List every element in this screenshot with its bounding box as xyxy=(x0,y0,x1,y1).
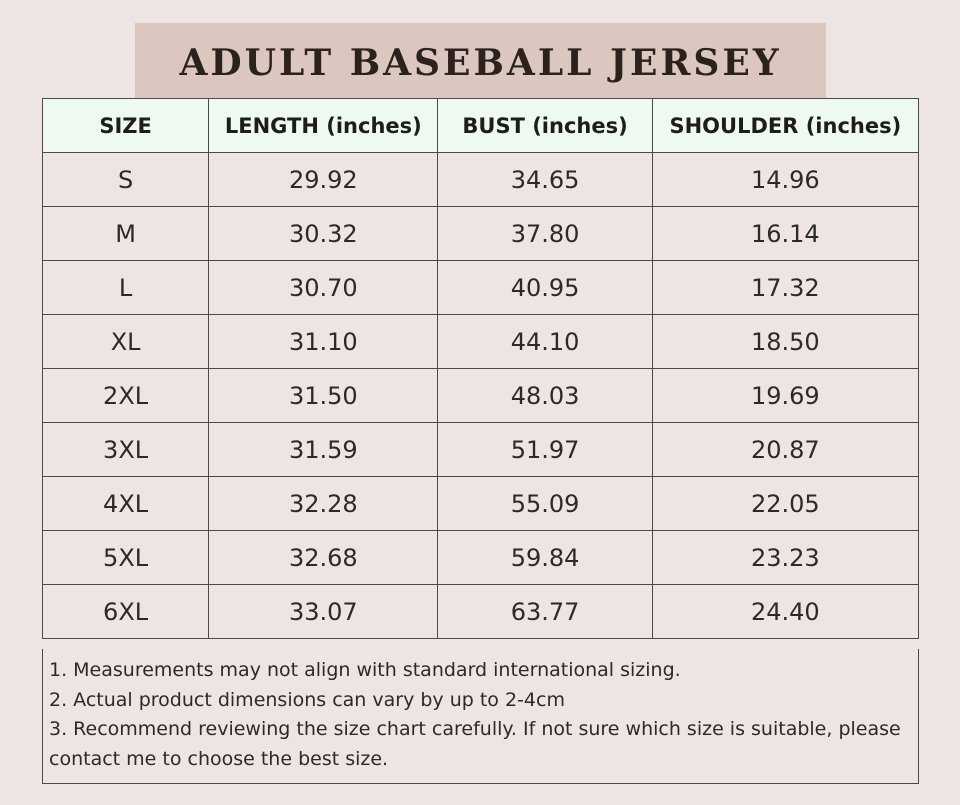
cell-length: 30.70 xyxy=(208,260,439,315)
cell-shoulder: 16.14 xyxy=(651,206,920,261)
header-bust: BUST (inches) xyxy=(437,98,653,153)
header-size: SIZE xyxy=(41,98,210,153)
table-header-row: SIZE LENGTH (inches) BUST (inches) SHOUL… xyxy=(41,98,920,153)
table-row: 5XL 32.68 59.84 23.23 xyxy=(41,530,920,585)
note-1: 1. Measurements may not align with stand… xyxy=(49,659,681,681)
cell-shoulder: 22.05 xyxy=(651,476,920,531)
cell-shoulder: 24.40 xyxy=(651,584,920,639)
cell-bust: 51.97 xyxy=(437,422,653,477)
cell-length: 31.59 xyxy=(208,422,439,477)
table-row: M 30.32 37.80 16.14 xyxy=(41,206,920,261)
cell-size: L xyxy=(41,260,210,315)
cell-length: 29.92 xyxy=(208,152,439,207)
cell-shoulder: 20.87 xyxy=(651,422,920,477)
cell-bust: 34.65 xyxy=(437,152,653,207)
cell-shoulder: 14.96 xyxy=(651,152,920,207)
cell-length: 33.07 xyxy=(208,584,439,639)
cell-length: 30.32 xyxy=(208,206,439,261)
cell-size: S xyxy=(41,152,210,207)
cell-bust: 44.10 xyxy=(437,314,653,369)
cell-bust: 37.80 xyxy=(437,206,653,261)
page-title: ADULT BASEBALL JERSEY xyxy=(179,42,782,84)
header-length: LENGTH (inches) xyxy=(208,98,439,153)
note-3: 3. Recommend reviewing the size chart ca… xyxy=(49,718,901,770)
cell-bust: 48.03 xyxy=(437,368,653,423)
cell-size: 4XL xyxy=(41,476,210,531)
cell-bust: 40.95 xyxy=(437,260,653,315)
title-banner: ADULT BASEBALL JERSEY xyxy=(135,23,826,99)
cell-bust: 55.09 xyxy=(437,476,653,531)
notes-box: 1. Measurements may not align with stand… xyxy=(42,649,919,784)
table-row: XL 31.10 44.10 18.50 xyxy=(41,314,920,369)
cell-shoulder: 19.69 xyxy=(651,368,920,423)
note-2: 2. Actual product dimensions can vary by… xyxy=(49,688,565,711)
table-row: L 30.70 40.95 17.32 xyxy=(41,260,920,315)
table-row: 6XL 33.07 63.77 24.40 xyxy=(41,584,920,639)
cell-size: 6XL xyxy=(41,584,210,639)
table-row: 2XL 31.50 48.03 19.69 xyxy=(41,368,920,423)
header-shoulder: SHOULDER (inches) xyxy=(651,98,920,153)
cell-size: 5XL xyxy=(41,530,210,585)
cell-shoulder: 17.32 xyxy=(651,260,920,315)
cell-length: 32.28 xyxy=(208,476,439,531)
cell-length: 31.10 xyxy=(208,314,439,369)
cell-shoulder: 23.23 xyxy=(651,530,920,585)
cell-size: 2XL xyxy=(41,368,210,423)
cell-shoulder: 18.50 xyxy=(651,314,920,369)
cell-length: 31.50 xyxy=(208,368,439,423)
size-chart-table: SIZE LENGTH (inches) BUST (inches) SHOUL… xyxy=(41,98,920,639)
cell-size: M xyxy=(41,206,210,261)
cell-size: XL xyxy=(41,314,210,369)
table-row: S 29.92 34.65 14.96 xyxy=(41,152,920,207)
table-row: 3XL 31.59 51.97 20.87 xyxy=(41,422,920,477)
cell-bust: 59.84 xyxy=(437,530,653,585)
cell-size: 3XL xyxy=(41,422,210,477)
cell-length: 32.68 xyxy=(208,530,439,585)
cell-bust: 63.77 xyxy=(437,584,653,639)
table-row: 4XL 32.28 55.09 22.05 xyxy=(41,476,920,531)
